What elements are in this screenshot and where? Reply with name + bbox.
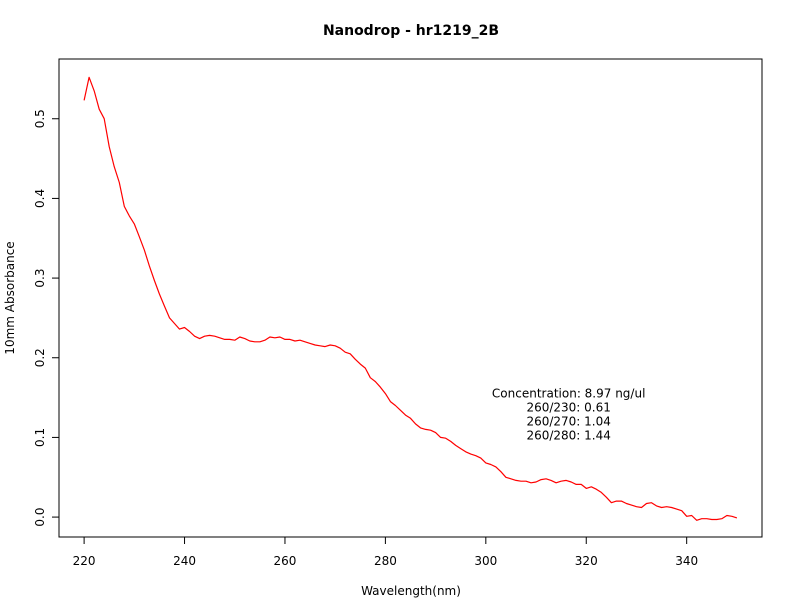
x-tick-label: 260 <box>274 554 297 568</box>
plot-frame <box>58 58 763 538</box>
annotation-line: 260/230: 0.61 <box>526 401 610 415</box>
y-tick-label: 0.3 <box>33 269 47 288</box>
x-tick-label: 340 <box>675 554 698 568</box>
chart-title: Nanodrop - hr1219_2B <box>323 23 499 39</box>
y-axis: 0.0 0.1 0.2 0.3 0.4 0.5 <box>33 109 60 527</box>
x-axis: 220 240 260 280 300 320 340 <box>73 536 698 568</box>
y-axis-label: 10mm Absorbance <box>3 241 17 354</box>
annotation-line: 260/280: 1.44 <box>526 429 610 443</box>
y-tick-label: 0.5 <box>33 109 47 128</box>
annotation-line: 260/270: 1.04 <box>526 415 610 429</box>
y-tick-label: 0.4 <box>33 189 47 208</box>
x-tick-label: 300 <box>474 554 497 568</box>
y-tick-label: 0.0 <box>33 508 47 527</box>
annotation-line: Concentration: 8.97 ng/ul <box>492 387 646 401</box>
x-tick-label: 280 <box>374 554 397 568</box>
y-tick-label: 0.2 <box>33 348 47 367</box>
y-tick-label: 0.1 <box>33 428 47 447</box>
x-axis-label: Wavelength(nm) <box>361 584 461 598</box>
x-tick-label: 220 <box>73 554 96 568</box>
x-tick-label: 320 <box>575 554 598 568</box>
x-tick-label: 240 <box>173 554 196 568</box>
series-group <box>83 76 738 521</box>
absorbance-line <box>83 76 738 521</box>
